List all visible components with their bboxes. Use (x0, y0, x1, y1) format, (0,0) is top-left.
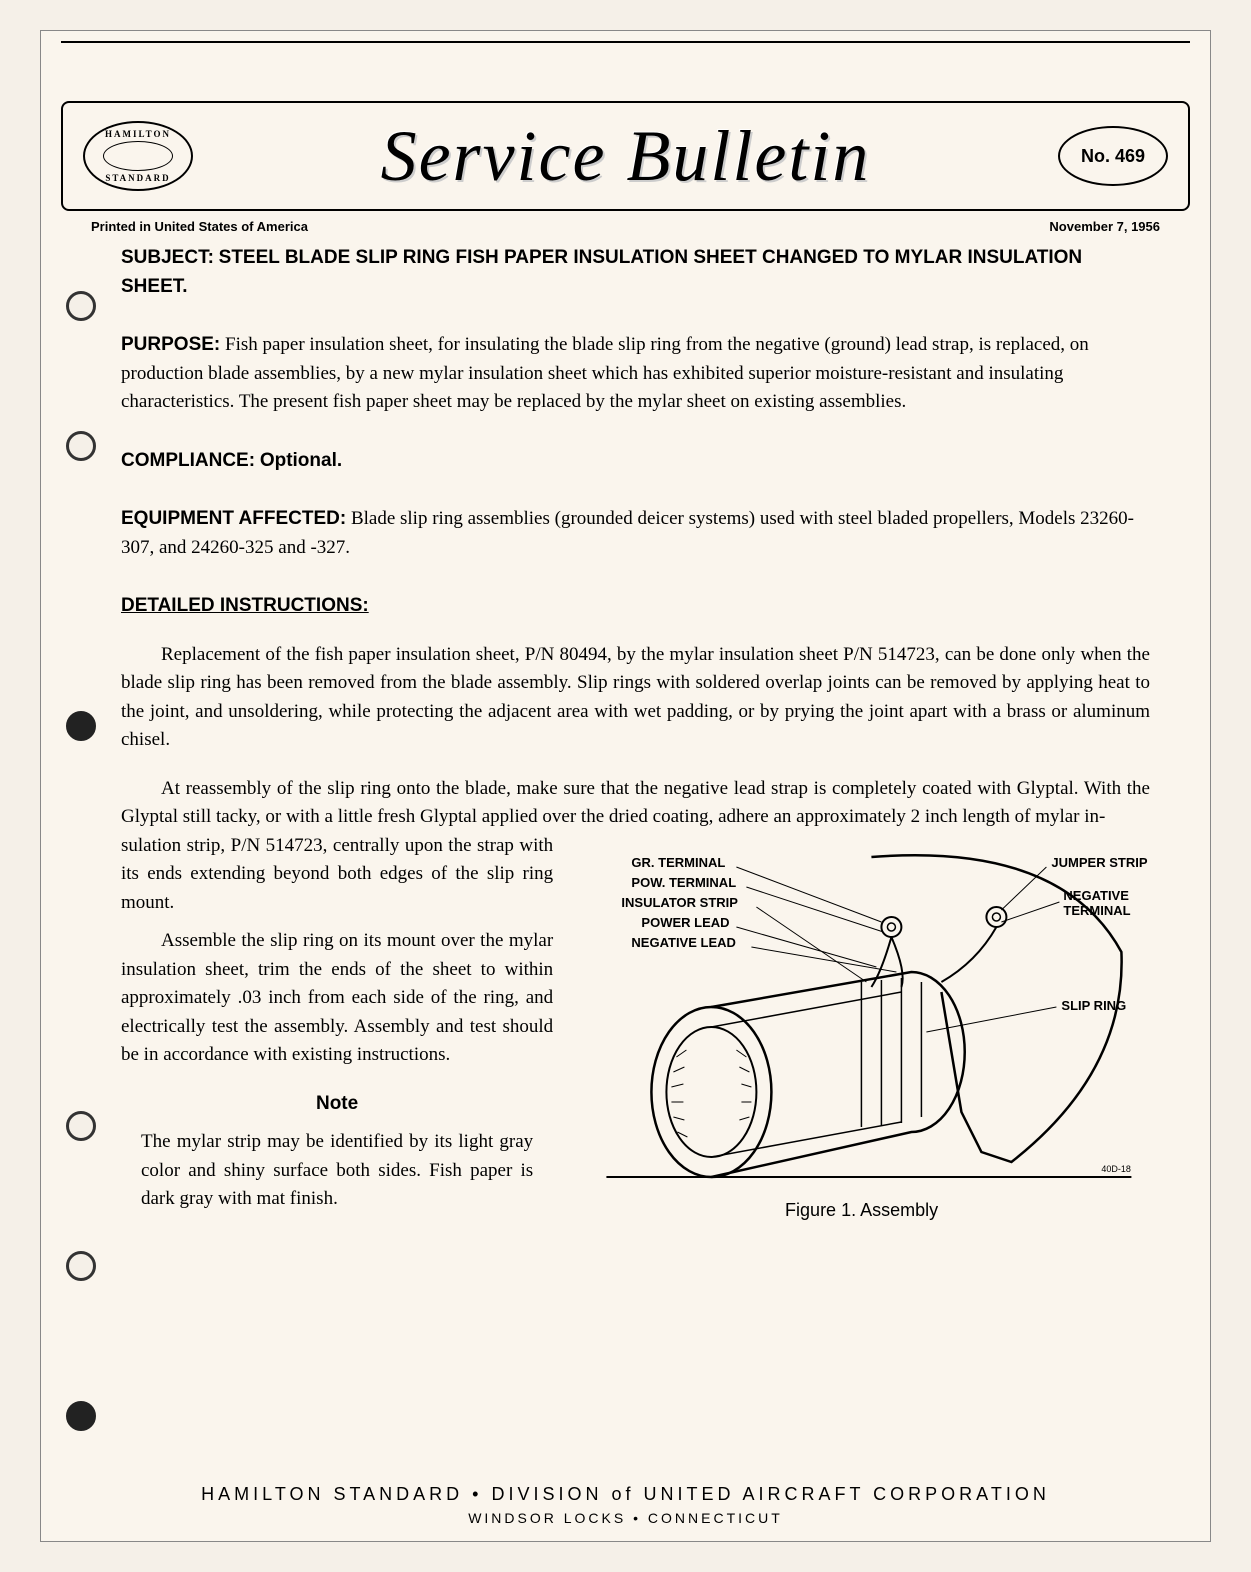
note-heading: Note (121, 1090, 553, 1119)
equipment-section: EQUIPMENT AFFECTED: Blade slip ring asse… (121, 505, 1150, 562)
compliance-text: Optional. (260, 450, 342, 471)
punch-hole (66, 291, 96, 321)
right-column: GR. TERMINAL POW. TERMINAL INSULATOR STR… (573, 832, 1150, 1224)
subject-section: SUBJECT: STEEL BLADE SLIP RING FISH PAPE… (121, 244, 1150, 301)
compliance-section: COMPLIANCE: Optional. (121, 447, 1150, 476)
label-gr-terminal: GR. TERMINAL (632, 855, 726, 870)
instructions-para-3: Assemble the slip ring on its mount over… (121, 927, 553, 1070)
subject-text: STEEL BLADE SLIP RING FISH PAPER INSULAT… (121, 247, 1082, 297)
bulletin-number-badge: No. 469 (1058, 126, 1168, 186)
print-info-line: Printed in United States of America Nove… (61, 219, 1190, 234)
punch-hole (66, 431, 96, 461)
header-banner: HAMILTON STANDARD Service Bulletin No. 4… (61, 101, 1190, 211)
assembly-diagram-svg: GR. TERMINAL POW. TERMINAL INSULATOR STR… (573, 832, 1150, 1192)
bulletin-title: Service Bulletin (193, 115, 1058, 198)
punch-hole (66, 1401, 96, 1431)
instructions-para-2b: sulation strip, P/N 514723, centrally up… (121, 832, 553, 918)
punch-hole (66, 1251, 96, 1281)
instructions-para-1: Replacement of the fish paper insulation… (121, 641, 1150, 755)
page-footer: HAMILTON STANDARD • DIVISION of UNITED A… (41, 1484, 1210, 1526)
purpose-section: PURPOSE: Fish paper insulation sheet, fo… (121, 331, 1150, 417)
figure-caption: Figure 1. Assembly (573, 1197, 1150, 1224)
logo-text-bottom: STANDARD (105, 173, 170, 183)
label-negative-terminal-1: NEGATIVE (1064, 888, 1130, 903)
logo-text-top: HAMILTON (105, 129, 171, 139)
bulletin-number: No. 469 (1081, 146, 1145, 167)
figure-ref: 40D-18 (1102, 1164, 1132, 1174)
label-negative-terminal-2: TERMINAL (1064, 903, 1131, 918)
left-column: sulation strip, P/N 514723, centrally up… (121, 832, 553, 1224)
purpose-label: PURPOSE: (121, 334, 220, 355)
punch-hole (66, 711, 96, 741)
page-top-rule (61, 41, 1190, 44)
label-jumper-strip: JUMPER STRIP (1052, 855, 1148, 870)
document-page: HAMILTON STANDARD Service Bulletin No. 4… (40, 30, 1211, 1542)
document-date: November 7, 1956 (1049, 219, 1160, 234)
document-content: SUBJECT: STEEL BLADE SLIP RING FISH PAPE… (61, 234, 1190, 1224)
hamilton-standard-logo: HAMILTON STANDARD (83, 121, 193, 191)
label-insulator-strip: INSULATOR STRIP (622, 895, 739, 910)
note-text: The mylar strip may be identified by its… (121, 1128, 553, 1214)
label-pow-terminal: POW. TERMINAL (632, 875, 737, 890)
label-negative-lead: NEGATIVE LEAD (632, 935, 737, 950)
logo-inner-oval (103, 141, 173, 171)
purpose-text: Fish paper insulation sheet, for insulat… (121, 334, 1089, 412)
footer-company: HAMILTON STANDARD • DIVISION of UNITED A… (41, 1484, 1210, 1505)
label-slip-ring: SLIP RING (1062, 998, 1127, 1013)
instructions-heading: DETAILED INSTRUCTIONS: (121, 592, 1150, 621)
punch-hole (66, 1111, 96, 1141)
two-column-layout: sulation strip, P/N 514723, centrally up… (121, 832, 1150, 1224)
instructions-para-2: At reassembly of the slip ring onto the … (121, 775, 1150, 832)
subject-label: SUBJECT: (121, 247, 214, 268)
figure-1-diagram: GR. TERMINAL POW. TERMINAL INSULATOR STR… (573, 832, 1150, 1192)
footer-location: WINDSOR LOCKS • CONNECTICUT (41, 1510, 1210, 1526)
equipment-label: EQUIPMENT AFFECTED: (121, 508, 346, 529)
printed-in: Printed in United States of America (91, 219, 308, 234)
label-power-lead: POWER LEAD (642, 915, 730, 930)
compliance-label: COMPLIANCE: (121, 450, 255, 471)
